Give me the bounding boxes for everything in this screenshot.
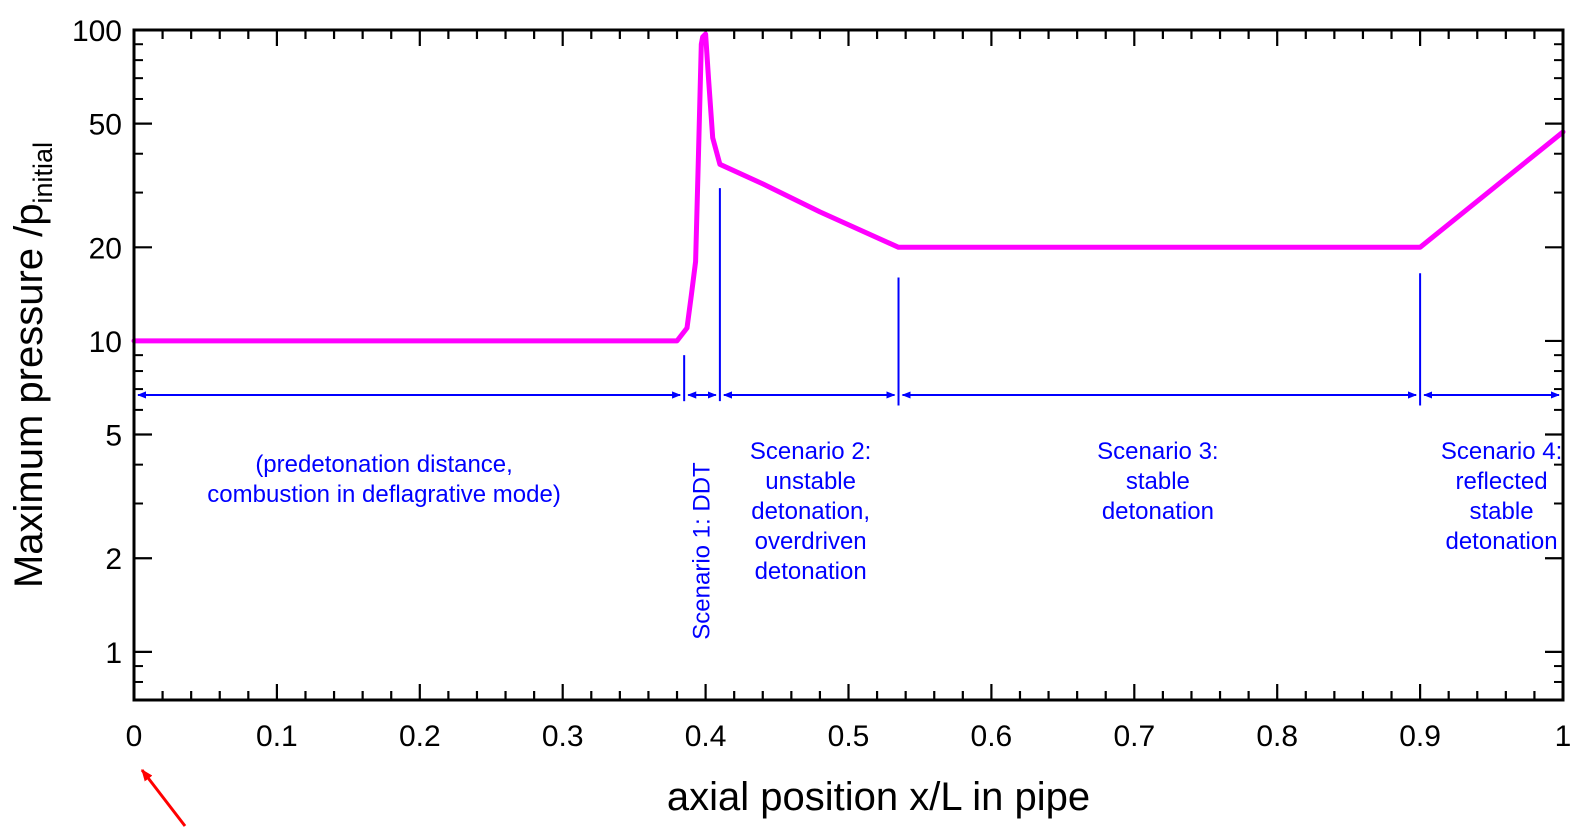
scenario-annotations: (predetonation distance, combustion in de…	[137, 188, 1562, 640]
x-axis-label: axial position x/L in pipe	[667, 775, 1090, 819]
x-tick-label: 1	[1555, 720, 1572, 753]
y-axis-label: Maximum pressure /pinitial	[7, 142, 58, 588]
region-label-line: reflected	[1456, 468, 1548, 495]
y-tick-label: 5	[105, 420, 122, 453]
x-tick-label: 0.3	[542, 720, 584, 753]
y-tick-label: 10	[89, 326, 122, 359]
region-label-line: combustion in deflagrative mode)	[207, 481, 561, 508]
region-label-line: (predetonation distance,	[255, 451, 513, 478]
region-label-line: detonation	[1445, 528, 1557, 555]
x-tick-label: 0.1	[256, 720, 298, 753]
plot-frame	[132, 28, 1565, 702]
x-tick-label: 0.8	[1256, 720, 1298, 753]
max-pressure-line	[131, 31, 1566, 344]
y-tick-label: 2	[105, 543, 122, 576]
x-tick-label: 0.6	[971, 720, 1013, 753]
x-tick-label: 0.4	[685, 720, 727, 753]
region-label-line: detonation	[755, 558, 867, 585]
region-label-line: detonation,	[751, 498, 870, 525]
y-tick-label: 50	[89, 109, 122, 142]
x-tick-label: 0.2	[399, 720, 441, 753]
y-tick-label: 20	[89, 232, 122, 265]
x-tick-label: 0.7	[1113, 720, 1155, 753]
region-label-line: stable	[1470, 498, 1534, 525]
scenario-1-label: Scenario 1: DDT	[688, 462, 715, 640]
x-tick-label: 0.9	[1399, 720, 1441, 753]
region-label-line: detonation	[1102, 498, 1214, 525]
region-label-line: Scenario 2:	[750, 438, 871, 465]
y-axis-label-subscript: initial	[28, 142, 58, 204]
tick-labels: 0 0.1 0.2 0.3 0.4 0.5 0.6 0.7 0.8 0.9 1 1 2 5 10 20 50 10…	[72, 15, 1571, 753]
axis-ticks	[132, 28, 1565, 701]
x-tick-label: 0	[126, 720, 143, 753]
data-series	[131, 31, 1566, 344]
y-tick-label: 1	[105, 637, 122, 670]
origin-pointer-arrow	[140, 769, 187, 827]
y-axis-label-main: Maximum pressure /p	[7, 203, 51, 588]
region-label-line: overdriven	[755, 528, 867, 555]
x-tick-label: 0.5	[828, 720, 870, 753]
region-label-line: Scenario 4:	[1441, 438, 1562, 465]
y-tick-label: 100	[72, 15, 122, 48]
region-label-line: unstable	[765, 468, 856, 495]
region-label-line: stable	[1126, 468, 1190, 495]
region-label-line: Scenario 3:	[1097, 438, 1218, 465]
